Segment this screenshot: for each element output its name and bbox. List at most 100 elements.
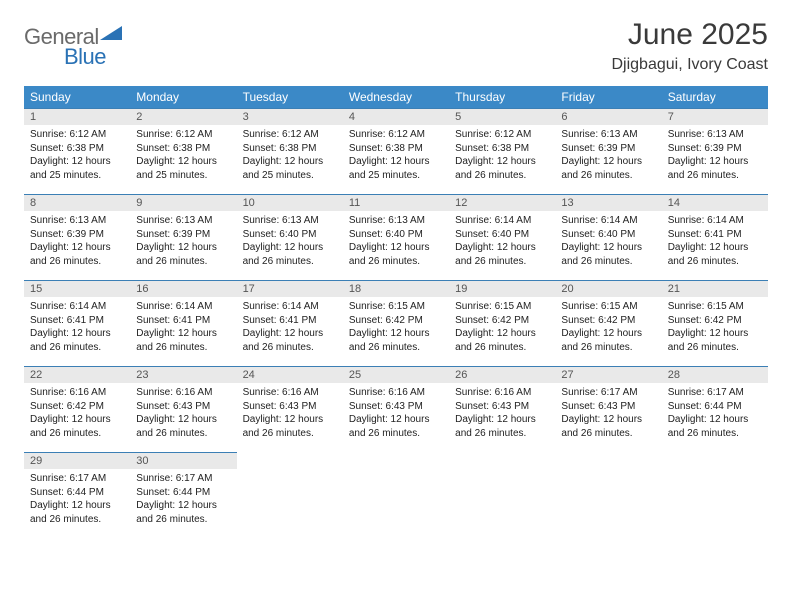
- day-cell-19: 19Sunrise: 6:15 AMSunset: 6:42 PMDayligh…: [449, 280, 555, 366]
- day-cell-16: 16Sunrise: 6:14 AMSunset: 6:41 PMDayligh…: [130, 280, 236, 366]
- day-header-wednesday: Wednesday: [343, 86, 449, 108]
- day-number: 26: [449, 367, 555, 383]
- month-title: June 2025: [611, 18, 768, 52]
- day-number: 17: [237, 281, 343, 297]
- day-cell-17: 17Sunrise: 6:14 AMSunset: 6:41 PMDayligh…: [237, 280, 343, 366]
- day-cell-29: 29Sunrise: 6:17 AMSunset: 6:44 PMDayligh…: [24, 452, 130, 538]
- day-number: 12: [449, 195, 555, 211]
- day-number: 8: [24, 195, 130, 211]
- day-number: 18: [343, 281, 449, 297]
- day-number: 2: [130, 109, 236, 125]
- day-number: 1: [24, 109, 130, 125]
- day-cell-14: 14Sunrise: 6:14 AMSunset: 6:41 PMDayligh…: [662, 194, 768, 280]
- day-content: Sunrise: 6:14 AMSunset: 6:40 PMDaylight:…: [555, 211, 661, 274]
- day-content: Sunrise: 6:14 AMSunset: 6:41 PMDaylight:…: [24, 297, 130, 360]
- day-number: 20: [555, 281, 661, 297]
- title-block: June 2025 Djigbagui, Ivory Coast: [611, 18, 768, 74]
- day-number: 21: [662, 281, 768, 297]
- day-cell-20: 20Sunrise: 6:15 AMSunset: 6:42 PMDayligh…: [555, 280, 661, 366]
- day-number: 28: [662, 367, 768, 383]
- day-content: Sunrise: 6:13 AMSunset: 6:39 PMDaylight:…: [24, 211, 130, 274]
- day-content: Sunrise: 6:12 AMSunset: 6:38 PMDaylight:…: [343, 125, 449, 188]
- day-cell-empty: [662, 452, 768, 538]
- day-header-monday: Monday: [130, 86, 236, 108]
- day-number: 22: [24, 367, 130, 383]
- logo-text-blue: Blue: [64, 44, 106, 70]
- day-content: Sunrise: 6:13 AMSunset: 6:39 PMDaylight:…: [555, 125, 661, 188]
- day-cell-4: 4Sunrise: 6:12 AMSunset: 6:38 PMDaylight…: [343, 108, 449, 194]
- day-number: 5: [449, 109, 555, 125]
- day-cell-empty: [343, 452, 449, 538]
- day-cell-22: 22Sunrise: 6:16 AMSunset: 6:42 PMDayligh…: [24, 366, 130, 452]
- day-header-friday: Friday: [555, 86, 661, 108]
- day-cell-28: 28Sunrise: 6:17 AMSunset: 6:44 PMDayligh…: [662, 366, 768, 452]
- day-cell-12: 12Sunrise: 6:14 AMSunset: 6:40 PMDayligh…: [449, 194, 555, 280]
- day-content: Sunrise: 6:17 AMSunset: 6:43 PMDaylight:…: [555, 383, 661, 446]
- day-number: 15: [24, 281, 130, 297]
- day-cell-30: 30Sunrise: 6:17 AMSunset: 6:44 PMDayligh…: [130, 452, 236, 538]
- day-content: Sunrise: 6:13 AMSunset: 6:39 PMDaylight:…: [662, 125, 768, 188]
- day-cell-23: 23Sunrise: 6:16 AMSunset: 6:43 PMDayligh…: [130, 366, 236, 452]
- day-content: Sunrise: 6:15 AMSunset: 6:42 PMDaylight:…: [555, 297, 661, 360]
- day-cell-15: 15Sunrise: 6:14 AMSunset: 6:41 PMDayligh…: [24, 280, 130, 366]
- day-content: Sunrise: 6:12 AMSunset: 6:38 PMDaylight:…: [24, 125, 130, 188]
- logo: GeneralBlue: [24, 24, 122, 70]
- day-header-tuesday: Tuesday: [237, 86, 343, 108]
- day-cell-10: 10Sunrise: 6:13 AMSunset: 6:40 PMDayligh…: [237, 194, 343, 280]
- day-content: Sunrise: 6:12 AMSunset: 6:38 PMDaylight:…: [130, 125, 236, 188]
- day-content: Sunrise: 6:13 AMSunset: 6:40 PMDaylight:…: [343, 211, 449, 274]
- day-cell-21: 21Sunrise: 6:15 AMSunset: 6:42 PMDayligh…: [662, 280, 768, 366]
- day-cell-empty: [555, 452, 661, 538]
- day-content: Sunrise: 6:14 AMSunset: 6:41 PMDaylight:…: [237, 297, 343, 360]
- day-number: 23: [130, 367, 236, 383]
- day-content: Sunrise: 6:16 AMSunset: 6:42 PMDaylight:…: [24, 383, 130, 446]
- day-content: Sunrise: 6:13 AMSunset: 6:39 PMDaylight:…: [130, 211, 236, 274]
- day-content: Sunrise: 6:13 AMSunset: 6:40 PMDaylight:…: [237, 211, 343, 274]
- day-number: 16: [130, 281, 236, 297]
- day-cell-1: 1Sunrise: 6:12 AMSunset: 6:38 PMDaylight…: [24, 108, 130, 194]
- day-content: Sunrise: 6:16 AMSunset: 6:43 PMDaylight:…: [237, 383, 343, 446]
- day-number: 27: [555, 367, 661, 383]
- day-content: Sunrise: 6:17 AMSunset: 6:44 PMDaylight:…: [24, 469, 130, 532]
- day-header-saturday: Saturday: [662, 86, 768, 108]
- day-cell-empty: [237, 452, 343, 538]
- day-number: 9: [130, 195, 236, 211]
- day-number: 14: [662, 195, 768, 211]
- day-number: 3: [237, 109, 343, 125]
- day-cell-9: 9Sunrise: 6:13 AMSunset: 6:39 PMDaylight…: [130, 194, 236, 280]
- day-content: Sunrise: 6:17 AMSunset: 6:44 PMDaylight:…: [662, 383, 768, 446]
- day-number: 19: [449, 281, 555, 297]
- day-cell-5: 5Sunrise: 6:12 AMSunset: 6:38 PMDaylight…: [449, 108, 555, 194]
- day-cell-18: 18Sunrise: 6:15 AMSunset: 6:42 PMDayligh…: [343, 280, 449, 366]
- day-content: Sunrise: 6:12 AMSunset: 6:38 PMDaylight:…: [449, 125, 555, 188]
- day-cell-empty: [449, 452, 555, 538]
- day-cell-26: 26Sunrise: 6:16 AMSunset: 6:43 PMDayligh…: [449, 366, 555, 452]
- day-cell-6: 6Sunrise: 6:13 AMSunset: 6:39 PMDaylight…: [555, 108, 661, 194]
- day-content: Sunrise: 6:15 AMSunset: 6:42 PMDaylight:…: [343, 297, 449, 360]
- day-number: 11: [343, 195, 449, 211]
- calendar-grid: SundayMondayTuesdayWednesdayThursdayFrid…: [24, 86, 768, 538]
- day-content: Sunrise: 6:15 AMSunset: 6:42 PMDaylight:…: [662, 297, 768, 360]
- day-header-thursday: Thursday: [449, 86, 555, 108]
- day-cell-8: 8Sunrise: 6:13 AMSunset: 6:39 PMDaylight…: [24, 194, 130, 280]
- day-number: 13: [555, 195, 661, 211]
- day-content: Sunrise: 6:14 AMSunset: 6:40 PMDaylight:…: [449, 211, 555, 274]
- day-cell-24: 24Sunrise: 6:16 AMSunset: 6:43 PMDayligh…: [237, 366, 343, 452]
- day-content: Sunrise: 6:14 AMSunset: 6:41 PMDaylight:…: [662, 211, 768, 274]
- day-cell-27: 27Sunrise: 6:17 AMSunset: 6:43 PMDayligh…: [555, 366, 661, 452]
- day-content: Sunrise: 6:14 AMSunset: 6:41 PMDaylight:…: [130, 297, 236, 360]
- location: Djigbagui, Ivory Coast: [611, 56, 768, 74]
- day-number: 30: [130, 453, 236, 469]
- day-content: Sunrise: 6:16 AMSunset: 6:43 PMDaylight:…: [449, 383, 555, 446]
- day-number: 4: [343, 109, 449, 125]
- day-cell-3: 3Sunrise: 6:12 AMSunset: 6:38 PMDaylight…: [237, 108, 343, 194]
- day-content: Sunrise: 6:15 AMSunset: 6:42 PMDaylight:…: [449, 297, 555, 360]
- day-cell-25: 25Sunrise: 6:16 AMSunset: 6:43 PMDayligh…: [343, 366, 449, 452]
- day-cell-2: 2Sunrise: 6:12 AMSunset: 6:38 PMDaylight…: [130, 108, 236, 194]
- day-number: 7: [662, 109, 768, 125]
- day-number: 10: [237, 195, 343, 211]
- header: GeneralBlue June 2025 Djigbagui, Ivory C…: [24, 18, 768, 74]
- day-cell-13: 13Sunrise: 6:14 AMSunset: 6:40 PMDayligh…: [555, 194, 661, 280]
- day-number: 29: [24, 453, 130, 469]
- day-content: Sunrise: 6:12 AMSunset: 6:38 PMDaylight:…: [237, 125, 343, 188]
